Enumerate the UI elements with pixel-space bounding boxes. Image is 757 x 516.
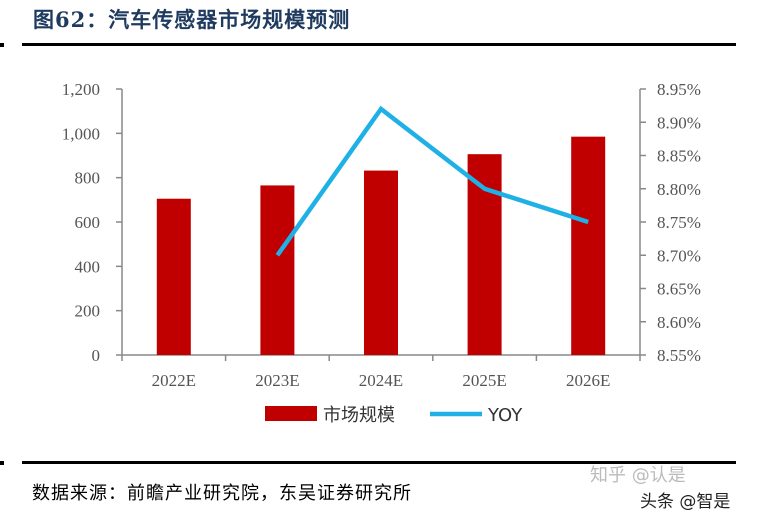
yoy-line [275,105,589,257]
bottom-rule [22,461,736,464]
left-tick-label: 1,200 [62,80,100,99]
legend-swatch-bar [265,406,317,421]
x-tick-label: 2026E [566,371,610,390]
bar-2026E [571,136,606,355]
right-tick-label: 8.80% [657,180,701,199]
right-tick-label: 8.65% [657,280,701,299]
divider-dot [0,461,4,465]
right-tick-label: 8.85% [657,147,701,166]
left-tick-label: 800 [75,169,101,188]
x-tick-label: 2022E [152,371,196,390]
bar-2024E [364,170,398,355]
source-note: 数据来源：前瞻产业研究院，东吴证券研究所 [32,483,412,504]
x-tick-label: 2024E [359,371,403,390]
chart-title: 图62：汽车传感器市场规模预测 [33,7,351,32]
bar-2022E [156,198,191,355]
watermark: 知乎 @认是 [590,465,686,486]
right-tick-label: 8.90% [657,113,701,132]
left-tick-label: 0 [92,346,101,365]
right-tick-label: 8.55% [657,346,701,365]
legend-label-bar: 市场规模 [323,405,395,426]
watermark-2: 头条 @智是 [640,492,731,512]
legend-label-line: YOY [487,405,523,426]
x-tick-label: 2025E [462,371,506,390]
left-tick-label: 600 [75,213,101,232]
top-rule [22,43,736,46]
right-tick-label: 8.60% [657,313,701,332]
right-tick-label: 8.95% [657,80,701,99]
left-tick-label: 1,000 [62,124,100,143]
divider-dot [0,43,4,47]
x-tick-label: 2023E [255,371,299,390]
bar-2023E [260,185,295,355]
right-tick-label: 8.70% [657,246,701,265]
bar-2025E [467,154,502,355]
right-tick-label: 8.75% [657,213,701,232]
left-tick-label: 400 [75,257,101,276]
left-tick-label: 200 [75,302,101,321]
